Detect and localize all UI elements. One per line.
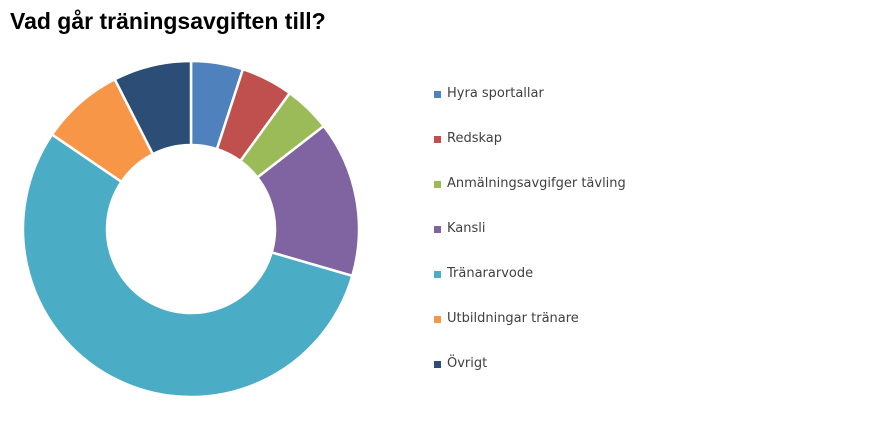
legend-item: Tränararvode: [434, 264, 734, 309]
legend-label: Redskap: [447, 131, 502, 146]
legend-swatch: [434, 226, 441, 233]
legend-label: Anmälningsavgifger tävling: [447, 176, 626, 191]
donut-slice: [113, 59, 193, 156]
legend-swatch: [434, 91, 441, 98]
legend-item: Hyra sportallar: [434, 84, 734, 129]
legend-item: Övrigt: [434, 354, 734, 399]
legend-swatch: [434, 136, 441, 143]
legend-swatch: [434, 271, 441, 278]
chart-legend: Hyra sportallar Redskap Anmälningsavgifger…: [434, 84, 734, 399]
legend-item: Redskap: [434, 129, 734, 174]
legend-label: Hyra sportallar: [447, 86, 544, 101]
legend-swatch: [434, 316, 441, 323]
legend-swatch: [434, 361, 441, 368]
legend-item: Anmälningsavgifger tävling: [434, 174, 734, 219]
donut-slice: [21, 132, 354, 399]
chart-title: Vad går träningsavgiften till?: [10, 8, 326, 34]
legend-item: Utbildningar tränare: [434, 309, 734, 354]
legend-swatch: [434, 181, 441, 188]
legend-label: Tränararvode: [447, 266, 534, 281]
legend-item: Kansli: [434, 219, 734, 264]
legend-label: Utbildningar tränare: [447, 311, 579, 326]
legend-label: Övrigt: [447, 356, 488, 371]
legend-label: Kansli: [447, 221, 486, 236]
